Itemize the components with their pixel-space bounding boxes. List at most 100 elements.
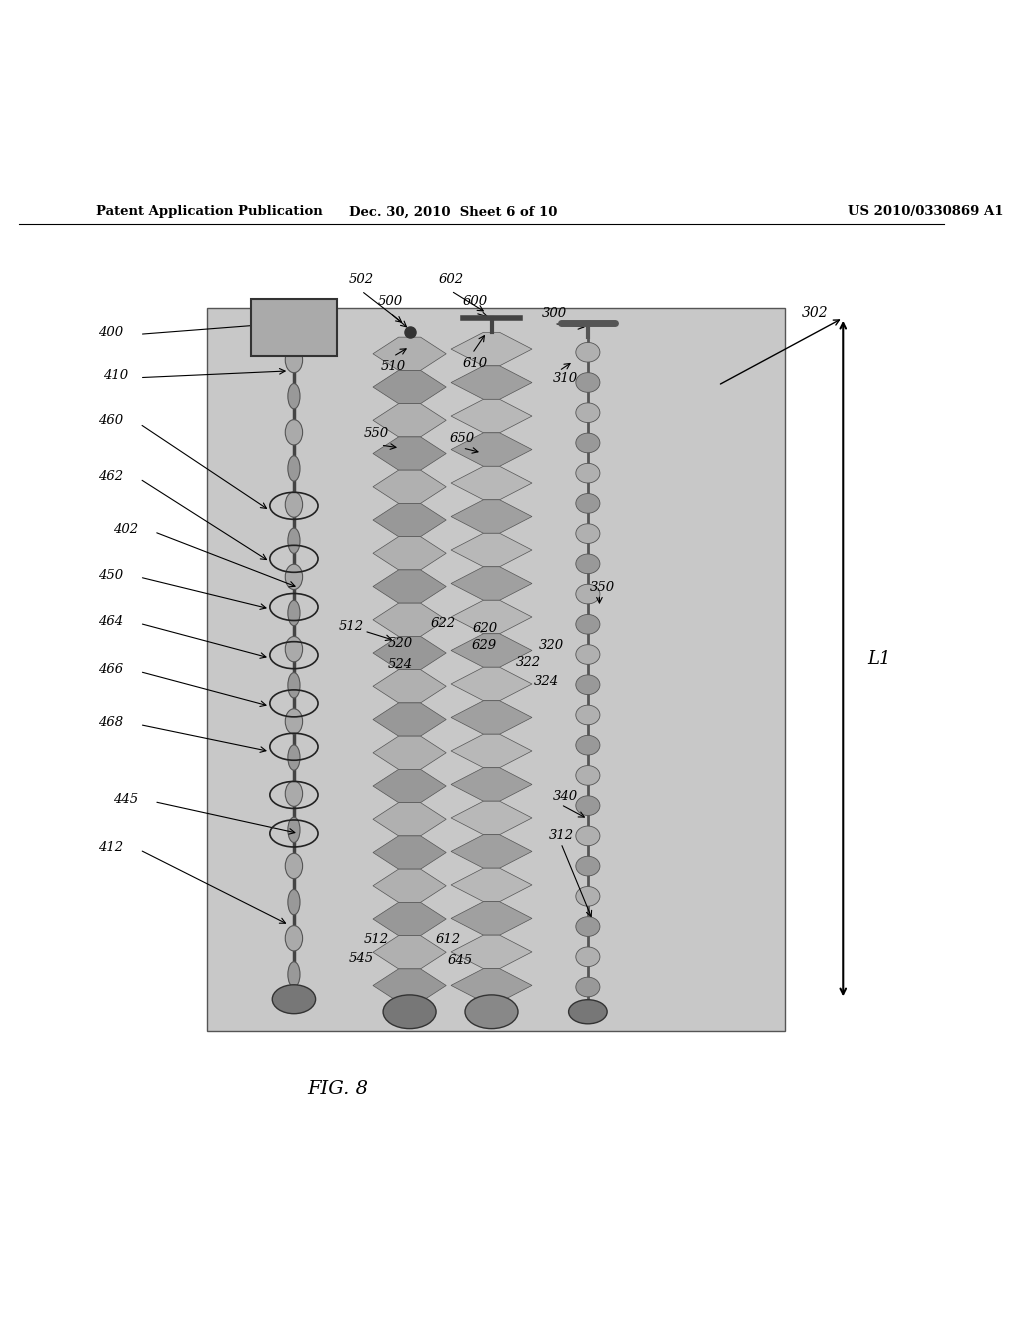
Text: 545: 545 [349,952,374,965]
Text: 510: 510 [381,359,406,372]
Text: 602: 602 [438,273,464,286]
Polygon shape [451,801,532,834]
Text: FIG. 8: FIG. 8 [307,1080,368,1098]
Ellipse shape [465,995,518,1028]
Text: 468: 468 [98,717,123,729]
Ellipse shape [575,977,600,997]
Text: 610: 610 [463,356,487,370]
Ellipse shape [286,420,303,445]
Polygon shape [451,466,532,500]
Text: 629: 629 [471,639,497,652]
Polygon shape [451,734,532,768]
Ellipse shape [286,492,303,517]
Text: 320: 320 [539,639,564,652]
Polygon shape [451,500,532,533]
Text: US 2010/0330869 A1: US 2010/0330869 A1 [848,206,1004,218]
Polygon shape [451,533,532,566]
Text: 400: 400 [98,326,123,339]
Text: 500: 500 [378,294,402,308]
Text: 622: 622 [431,616,456,630]
Polygon shape [373,702,446,737]
Text: Patent Application Publication: Patent Application Publication [96,206,324,218]
Text: 450: 450 [98,569,123,582]
Ellipse shape [575,766,600,785]
Ellipse shape [575,887,600,906]
Polygon shape [451,400,532,433]
Ellipse shape [288,962,300,987]
Ellipse shape [286,781,303,807]
Text: 402: 402 [113,524,138,536]
Ellipse shape [575,585,600,603]
Text: 612: 612 [435,933,461,946]
Polygon shape [451,935,532,969]
Ellipse shape [575,857,600,876]
Polygon shape [451,902,532,935]
Ellipse shape [575,372,600,392]
Polygon shape [451,667,532,701]
Text: 460: 460 [98,414,123,428]
Ellipse shape [575,524,600,544]
Text: 312: 312 [549,829,574,842]
Ellipse shape [288,601,300,626]
Polygon shape [373,969,446,1002]
Ellipse shape [288,744,300,771]
Text: 650: 650 [450,432,475,445]
Ellipse shape [575,644,600,664]
Text: 324: 324 [534,675,559,688]
Polygon shape [451,768,532,801]
Ellipse shape [383,995,436,1028]
Polygon shape [373,669,446,702]
Text: L1: L1 [867,649,891,668]
Text: 410: 410 [103,370,128,383]
Bar [207,309,785,1031]
Text: Dec. 30, 2010  Sheet 6 of 10: Dec. 30, 2010 Sheet 6 of 10 [349,206,557,218]
Text: 620: 620 [472,622,498,635]
Ellipse shape [272,985,315,1014]
Ellipse shape [575,403,600,422]
Polygon shape [373,371,446,404]
Text: 502: 502 [349,273,374,286]
Ellipse shape [286,853,303,879]
Ellipse shape [288,455,300,480]
Text: 340: 340 [553,791,579,804]
Text: 512: 512 [339,620,365,632]
Ellipse shape [575,916,600,936]
Ellipse shape [286,636,303,661]
Text: 520: 520 [387,638,413,651]
Polygon shape [373,570,446,603]
Polygon shape [451,969,532,1002]
Polygon shape [373,836,446,869]
Polygon shape [451,634,532,667]
Polygon shape [451,834,532,869]
Ellipse shape [288,673,300,698]
Text: 600: 600 [463,294,487,308]
Polygon shape [451,701,532,734]
Polygon shape [451,366,532,400]
Text: 300: 300 [542,306,566,319]
Ellipse shape [575,705,600,725]
Ellipse shape [286,347,303,372]
Polygon shape [373,537,446,570]
Polygon shape [373,936,446,969]
Polygon shape [373,404,446,437]
Polygon shape [373,603,446,636]
Text: 512: 512 [364,933,388,946]
Ellipse shape [288,384,300,409]
Text: 645: 645 [449,954,473,968]
Polygon shape [451,333,532,366]
Polygon shape [373,636,446,669]
Ellipse shape [575,342,600,362]
Text: 310: 310 [553,372,579,385]
Text: 350: 350 [590,581,614,594]
Ellipse shape [288,890,300,915]
Ellipse shape [575,826,600,846]
Ellipse shape [568,999,607,1024]
Text: 466: 466 [98,663,123,676]
Text: 445: 445 [113,793,138,807]
Text: 550: 550 [364,428,388,440]
Ellipse shape [575,675,600,694]
Ellipse shape [575,946,600,966]
Ellipse shape [575,433,600,453]
Text: 462: 462 [98,470,123,483]
Ellipse shape [286,564,303,590]
